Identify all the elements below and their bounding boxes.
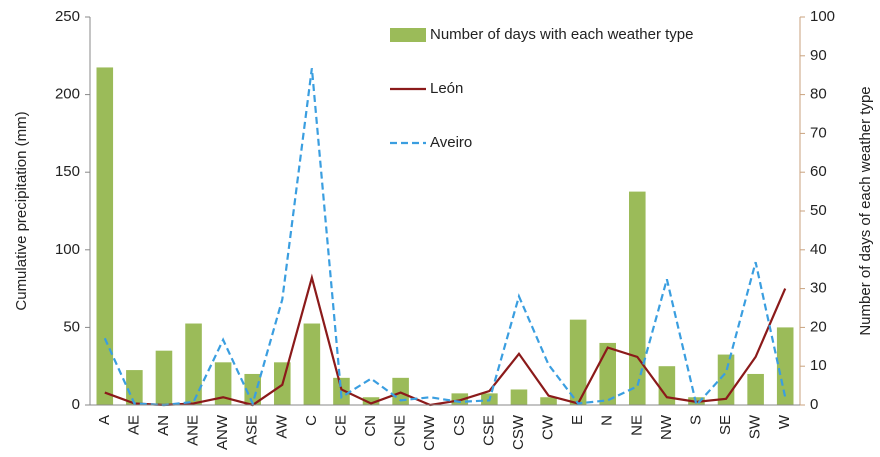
y-tick-label: 100 (55, 241, 80, 258)
legend-label: Aveiro (430, 134, 472, 151)
bar (540, 397, 557, 405)
x-tick-label: A (96, 415, 113, 425)
y-tick-label: 200 (55, 86, 80, 103)
y-axis-title: Cumulative precipitation (mm) (13, 111, 30, 310)
x-tick-label: CN (362, 415, 379, 437)
bar (569, 319, 587, 405)
x-tick-label: NW (658, 414, 675, 440)
x-tick-label: N (599, 415, 616, 426)
y-tick-label: 250 (55, 8, 80, 25)
x-tick-label: CNE (392, 415, 409, 447)
bar (214, 362, 232, 405)
x-tick-label: CW (540, 414, 557, 440)
bar (362, 397, 380, 405)
bar (658, 366, 676, 405)
x-tick-label: CE (332, 415, 349, 436)
line (103, 68, 787, 408)
bar (96, 67, 114, 405)
x-tick-label: CSW (510, 414, 527, 450)
bar (510, 389, 528, 405)
x-tick-label: E (569, 415, 586, 425)
y2-tick-label: 90 (810, 47, 827, 64)
x-tick-label: CS (451, 415, 468, 436)
line (104, 273, 787, 407)
bar (303, 323, 321, 405)
legend-label: Number of days with each weather type (430, 26, 693, 43)
legend-swatch (390, 28, 426, 42)
y2-tick-label: 0 (810, 396, 818, 413)
bar (747, 373, 764, 405)
bar (451, 393, 469, 405)
y2-tick-label: 60 (810, 163, 827, 180)
y2-tick-label: 20 (810, 318, 827, 335)
y2-tick-label: 30 (810, 280, 827, 297)
y-tick-label: 150 (55, 163, 80, 180)
x-tick-label: ASE (244, 415, 261, 445)
x-tick-label: S (687, 415, 704, 425)
y-tick-label: 0 (72, 396, 80, 413)
x-tick-label: AN (155, 415, 172, 436)
bar (599, 342, 616, 405)
x-tick-label: ANE (185, 415, 202, 446)
x-tick-label: CSE (480, 415, 497, 446)
x-tick-label: AW (273, 414, 290, 438)
y2-tick-label: 100 (810, 8, 835, 25)
bar (776, 327, 794, 405)
x-tick-label: SW (747, 414, 764, 439)
y2-axis-title: Number of days of each weather type (857, 86, 874, 335)
bar (185, 323, 202, 405)
legend-label: León (430, 80, 463, 97)
x-tick-label: AE (125, 415, 142, 435)
y2-tick-label: 80 (810, 86, 827, 103)
x-tick-label: ANW (214, 414, 231, 450)
y2-tick-label: 10 (810, 357, 827, 374)
bar (629, 191, 646, 405)
x-tick-label: CNW (421, 414, 438, 451)
y2-tick-label: 70 (810, 124, 827, 141)
y2-tick-label: 40 (810, 241, 827, 258)
bar (126, 370, 143, 405)
y-tick-label: 50 (63, 318, 80, 335)
x-tick-label: C (303, 415, 320, 426)
bar (244, 373, 261, 405)
x-tick-label: NE (628, 415, 645, 436)
bar (155, 350, 173, 405)
y2-tick-label: 50 (810, 202, 827, 219)
x-tick-label: W (776, 414, 793, 429)
x-tick-label: SE (717, 415, 734, 435)
